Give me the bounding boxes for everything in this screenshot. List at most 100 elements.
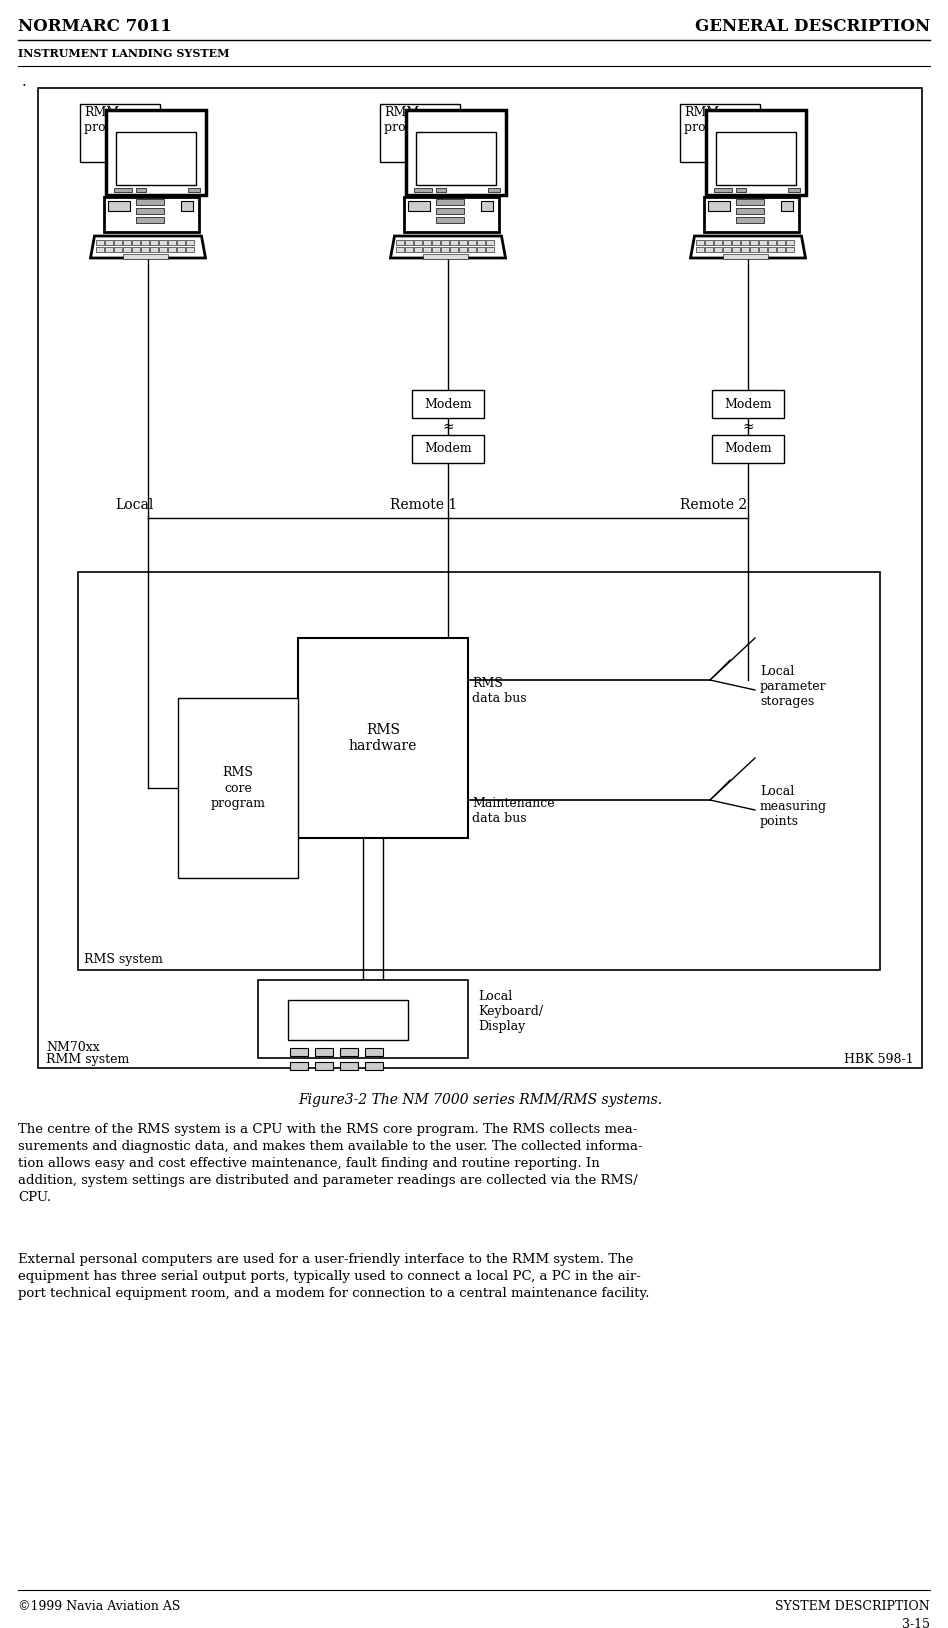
Text: SYSTEM DESCRIPTION: SYSTEM DESCRIPTION [775, 1600, 930, 1613]
Bar [141, 247, 150, 252]
Bar [137, 217, 165, 223]
Bar [406, 247, 413, 252]
Bar [733, 247, 740, 252]
Bar [787, 239, 794, 244]
Bar [436, 208, 465, 213]
Bar [414, 187, 432, 192]
Bar [340, 1061, 358, 1070]
Bar [290, 1048, 308, 1057]
Bar [723, 239, 732, 244]
Bar [187, 239, 194, 244]
Bar [737, 208, 764, 213]
Bar [412, 391, 484, 418]
Bar [159, 239, 168, 244]
Bar [104, 197, 199, 233]
Bar [436, 199, 465, 205]
Text: RMM
program .: RMM program . [84, 106, 147, 133]
Text: RMM
program .: RMM program . [384, 106, 447, 133]
Bar [777, 247, 786, 252]
Bar [406, 239, 413, 244]
Text: Maintenance
data bus: Maintenance data bus [472, 798, 555, 825]
Bar [712, 391, 784, 418]
Bar [380, 104, 460, 163]
Bar [697, 247, 704, 252]
Bar [97, 247, 104, 252]
Bar [106, 111, 206, 195]
Bar [450, 239, 459, 244]
Bar [751, 239, 758, 244]
Bar [723, 254, 769, 259]
Text: RMM system: RMM system [46, 1053, 129, 1066]
Bar [105, 247, 114, 252]
Bar [705, 247, 714, 252]
Bar [258, 980, 468, 1058]
Bar [412, 435, 484, 462]
Bar [715, 247, 722, 252]
Bar [680, 104, 760, 163]
Bar [141, 239, 150, 244]
Bar [486, 247, 495, 252]
Text: NORMARC 7011: NORMARC 7011 [18, 18, 172, 34]
Bar [442, 247, 449, 252]
Bar [488, 187, 500, 192]
Bar [177, 247, 186, 252]
Bar [123, 239, 132, 244]
Bar [151, 247, 158, 252]
Bar [759, 239, 768, 244]
Bar [133, 247, 140, 252]
Bar [436, 187, 446, 192]
Bar [409, 200, 430, 212]
Text: ©1999 Navia Aviation AS: ©1999 Navia Aviation AS [18, 1600, 180, 1613]
Text: Local
parameter
storages: Local parameter storages [760, 664, 827, 708]
Bar [414, 239, 423, 244]
Text: Modem: Modem [724, 443, 772, 456]
Bar [736, 187, 746, 192]
Bar [123, 247, 132, 252]
Bar [424, 254, 468, 259]
Bar [181, 200, 193, 212]
Bar [365, 1061, 383, 1070]
Bar [460, 239, 467, 244]
Text: ≈: ≈ [742, 420, 754, 433]
Text: Modem: Modem [424, 443, 472, 456]
Bar [741, 247, 750, 252]
Bar [123, 254, 169, 259]
Bar [769, 247, 776, 252]
Bar [177, 239, 186, 244]
Bar [716, 132, 796, 186]
Text: GENERAL DESCRIPTION: GENERAL DESCRIPTION [695, 18, 930, 34]
Bar [777, 239, 786, 244]
Polygon shape [391, 236, 505, 257]
Bar [97, 239, 104, 244]
Bar [115, 239, 122, 244]
Bar [78, 571, 880, 970]
Bar [788, 187, 800, 192]
Bar [432, 247, 441, 252]
Bar [187, 247, 194, 252]
Bar [442, 239, 449, 244]
Bar [137, 208, 165, 213]
Bar [751, 247, 758, 252]
Bar [706, 111, 806, 195]
Text: .: . [22, 75, 27, 90]
Bar [737, 217, 764, 223]
Bar [704, 197, 799, 233]
Bar [80, 104, 160, 163]
Polygon shape [90, 236, 206, 257]
Bar [178, 698, 298, 877]
Text: Remote 1: Remote 1 [390, 498, 457, 511]
Bar [298, 638, 468, 838]
Bar [406, 111, 506, 195]
Bar [787, 247, 794, 252]
Bar [432, 239, 441, 244]
Text: External personal computers are used for a user-friendly interface to the RMM sy: External personal computers are used for… [18, 1254, 649, 1301]
Text: Modem: Modem [724, 397, 772, 410]
Text: The centre of the RMS system is a CPU with the RMS core program. The RMS collect: The centre of the RMS system is a CPU wi… [18, 1123, 643, 1205]
Bar [115, 247, 122, 252]
Text: 3-15: 3-15 [902, 1618, 930, 1628]
Text: NM70xx: NM70xx [46, 1040, 100, 1053]
Text: INSTRUMENT LANDING SYSTEM: INSTRUMENT LANDING SYSTEM [18, 47, 229, 59]
Bar [405, 197, 500, 233]
Bar [468, 247, 477, 252]
Text: Figure3-2 The NM 7000 series RMM/RMS systems.: Figure3-2 The NM 7000 series RMM/RMS sys… [298, 1092, 662, 1107]
